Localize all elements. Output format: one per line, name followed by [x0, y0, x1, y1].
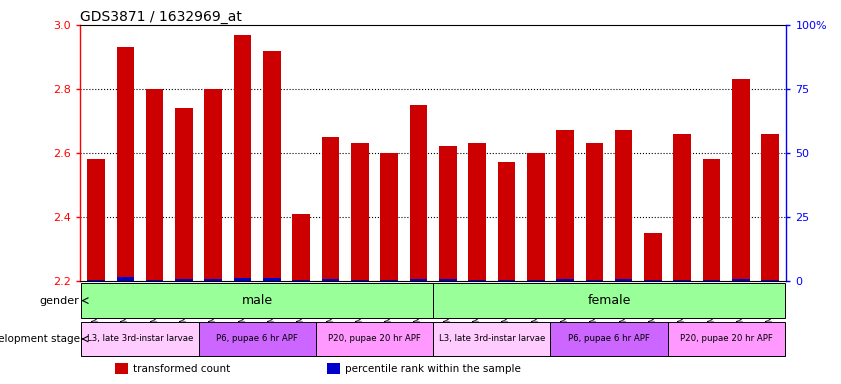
- Bar: [761, 134, 779, 281]
- Bar: [439, 146, 457, 281]
- Bar: [115, 363, 128, 374]
- Bar: [498, 162, 516, 281]
- Bar: [550, 322, 668, 356]
- Bar: [316, 322, 433, 356]
- Bar: [527, 280, 544, 281]
- Bar: [498, 280, 516, 281]
- Bar: [87, 159, 105, 281]
- Text: P6, pupae 6 hr APF: P6, pupae 6 hr APF: [216, 334, 299, 343]
- Text: P20, pupae 20 hr APF: P20, pupae 20 hr APF: [680, 334, 773, 343]
- Bar: [322, 137, 339, 281]
- Bar: [410, 105, 427, 281]
- Bar: [615, 131, 632, 281]
- Text: gender: gender: [40, 296, 80, 306]
- Bar: [468, 143, 486, 281]
- Bar: [87, 280, 105, 281]
- Bar: [234, 278, 251, 281]
- Bar: [204, 279, 222, 281]
- Bar: [703, 159, 721, 281]
- Bar: [293, 280, 310, 281]
- Bar: [644, 280, 662, 281]
- Text: L3, late 3rd-instar larvae: L3, late 3rd-instar larvae: [438, 334, 545, 343]
- Bar: [733, 279, 749, 281]
- Bar: [674, 280, 691, 281]
- Bar: [175, 108, 193, 281]
- Text: transformed count: transformed count: [133, 364, 230, 374]
- Bar: [204, 89, 222, 281]
- Bar: [117, 277, 134, 281]
- Bar: [263, 278, 281, 281]
- Bar: [351, 280, 368, 281]
- Bar: [703, 280, 721, 281]
- Bar: [410, 279, 427, 281]
- Text: P20, pupae 20 hr APF: P20, pupae 20 hr APF: [328, 334, 421, 343]
- Bar: [439, 279, 457, 281]
- Bar: [380, 280, 398, 281]
- Bar: [263, 51, 281, 281]
- Bar: [585, 143, 603, 281]
- Bar: [615, 279, 632, 281]
- Bar: [433, 283, 785, 318]
- Bar: [351, 143, 368, 281]
- Bar: [468, 280, 486, 281]
- Text: female: female: [587, 294, 631, 307]
- Bar: [433, 322, 550, 356]
- Bar: [674, 134, 691, 281]
- Bar: [380, 153, 398, 281]
- Bar: [293, 214, 310, 281]
- Bar: [117, 47, 134, 281]
- Text: percentile rank within the sample: percentile rank within the sample: [345, 364, 521, 374]
- Bar: [175, 279, 193, 281]
- Bar: [527, 153, 544, 281]
- Bar: [585, 280, 603, 281]
- Bar: [644, 233, 662, 281]
- Text: development stage: development stage: [0, 334, 80, 344]
- Text: male: male: [241, 294, 272, 307]
- Bar: [198, 322, 316, 356]
- Bar: [145, 89, 163, 281]
- Bar: [761, 280, 779, 281]
- Text: L3, late 3rd-instar larvae: L3, late 3rd-instar larvae: [87, 334, 193, 343]
- Bar: [234, 35, 251, 281]
- Bar: [322, 279, 339, 281]
- Text: P6, pupae 6 hr APF: P6, pupae 6 hr APF: [568, 334, 650, 343]
- Bar: [733, 79, 749, 281]
- Bar: [556, 131, 574, 281]
- Text: GDS3871 / 1632969_at: GDS3871 / 1632969_at: [80, 10, 241, 24]
- Bar: [556, 279, 574, 281]
- Bar: [145, 280, 163, 281]
- Bar: [82, 283, 433, 318]
- Bar: [327, 363, 340, 374]
- Bar: [668, 322, 785, 356]
- Bar: [82, 322, 198, 356]
